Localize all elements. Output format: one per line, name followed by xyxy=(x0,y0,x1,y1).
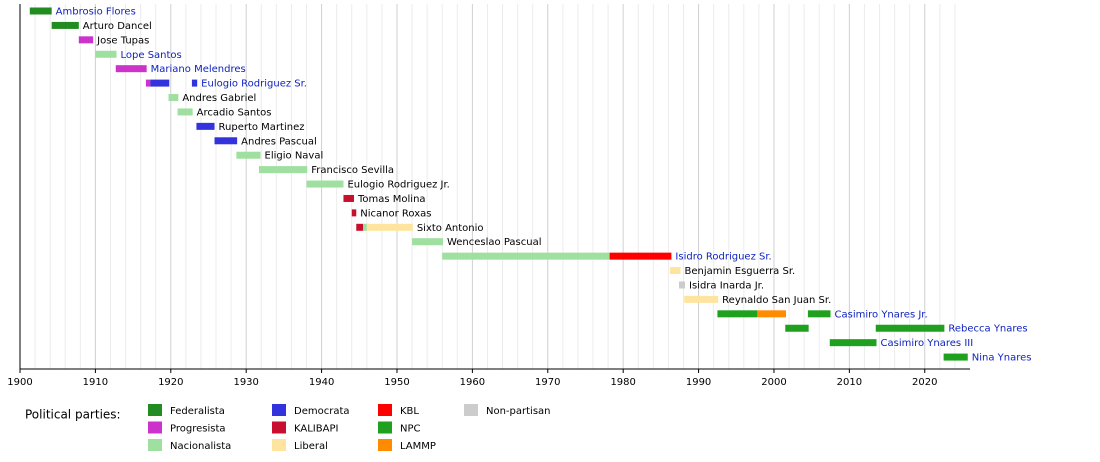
term-bar xyxy=(196,122,215,130)
legend-swatch xyxy=(148,421,162,434)
legend-swatch xyxy=(378,439,392,451)
legend-swatch xyxy=(464,404,478,416)
x-tick-label: 2020 xyxy=(912,377,937,388)
x-tick-label: 1930 xyxy=(233,377,258,388)
legend-swatch xyxy=(272,439,286,451)
legend-label: KALIBAPI xyxy=(294,424,338,435)
x-tick-label: 2000 xyxy=(761,377,786,388)
officeholder-label: Tomas Molina xyxy=(357,194,426,205)
term-bar xyxy=(95,50,117,58)
term-bar xyxy=(145,79,151,87)
term-bar xyxy=(191,79,198,87)
officeholder-label: Wenceslao Pascual xyxy=(447,237,542,248)
term-bar xyxy=(717,310,758,318)
officeholder-label: Lope Santos xyxy=(121,50,182,61)
term-bar xyxy=(356,223,364,231)
term-bar xyxy=(78,36,94,44)
x-tick-label: 1920 xyxy=(158,377,183,388)
term-bar xyxy=(177,108,193,116)
x-tick-label: 1980 xyxy=(610,377,635,388)
x-tick-label: 1910 xyxy=(83,377,108,388)
x-tick-label: 1970 xyxy=(535,377,560,388)
officeholder-label: Nina Ynares xyxy=(972,353,1032,364)
legend-label: Federalista xyxy=(170,406,225,417)
legend-swatch xyxy=(378,421,392,434)
term-bar xyxy=(829,339,877,347)
term-bar xyxy=(236,151,261,159)
term-bar xyxy=(29,7,52,15)
officeholder-label: Eulogio Rodriguez Jr. xyxy=(347,180,449,191)
officeholder-label: Casimiro Ynares III xyxy=(881,338,974,349)
term-bar xyxy=(366,223,413,231)
term-bar xyxy=(757,310,787,318)
officeholder-label: Isidro Rodriguez Sr. xyxy=(675,252,771,263)
x-tick-label: 1900 xyxy=(7,377,32,388)
term-bar xyxy=(115,65,147,73)
legend-label: KBL xyxy=(400,406,419,417)
officeholder-label: Francisco Sevilla xyxy=(311,165,394,176)
legend-title: Political parties: xyxy=(25,408,121,422)
term-bar xyxy=(669,267,681,275)
officeholder-label: Ruperto Martinez xyxy=(219,122,305,133)
legend-swatch xyxy=(272,404,286,416)
officeholder-label: Sixto Antonio xyxy=(417,223,484,234)
term-bar xyxy=(51,21,79,29)
legend-label: NPC xyxy=(400,424,421,435)
term-bar xyxy=(609,252,672,260)
officeholder-label: Eulogio Rodriguez Sr. xyxy=(201,79,307,90)
officeholder-label: Benjamin Esguerra Sr. xyxy=(684,266,795,277)
officeholder-label: Casimiro Ynares Jr. xyxy=(835,309,928,320)
officeholder-label: Arturo Dancel xyxy=(83,21,152,32)
legend-label: Non-partisan xyxy=(486,406,551,417)
legend-label: Nacionalista xyxy=(170,441,231,452)
term-bar xyxy=(442,252,610,260)
term-bar xyxy=(306,180,344,188)
x-tick-label: 1990 xyxy=(686,377,711,388)
term-bar xyxy=(875,324,945,332)
x-tick-label: 1940 xyxy=(309,377,334,388)
legend-label: Liberal xyxy=(294,441,328,452)
officeholder-label: Andres Gabriel xyxy=(182,93,256,104)
officeholder-label: Arcadio Santos xyxy=(197,107,272,118)
term-bar xyxy=(678,281,685,289)
officeholder-label: Eligio Naval xyxy=(265,151,324,162)
officeholder-label: Rebecca Ynares xyxy=(948,324,1027,335)
term-bar xyxy=(214,137,238,145)
officeholder-label: Ambrosio Flores xyxy=(56,7,136,18)
officeholder-label: Jose Tupas xyxy=(96,35,149,46)
legend-label: Democrata xyxy=(294,406,350,417)
officeholder-label: Andres Pascual xyxy=(241,136,317,147)
term-bar xyxy=(943,353,968,361)
officeholder-label: Mariano Melendres xyxy=(151,64,246,75)
legend-swatch xyxy=(272,421,286,434)
term-bar xyxy=(785,324,809,332)
term-bar xyxy=(343,194,355,202)
term-bar xyxy=(363,223,367,231)
officeholder-label: Isidra Inarda Jr. xyxy=(689,280,764,291)
legend-swatch xyxy=(148,404,162,416)
term-bar xyxy=(807,310,831,318)
term-bar xyxy=(684,295,719,303)
legend-label: LAMMP xyxy=(400,441,436,452)
x-tick-label: 2010 xyxy=(837,377,862,388)
term-bar xyxy=(168,94,179,102)
legend-label: Progresista xyxy=(170,424,226,435)
term-bar xyxy=(259,166,308,174)
term-bar xyxy=(150,79,170,87)
officeholder-label: Nicanor Roxas xyxy=(360,208,431,219)
term-bar xyxy=(412,238,443,246)
x-tick-label: 1960 xyxy=(460,377,485,388)
x-tick-label: 1950 xyxy=(384,377,409,388)
legend-swatch xyxy=(148,439,162,451)
legend-swatch xyxy=(378,404,392,416)
officeholder-label: Reynaldo San Juan Sr. xyxy=(722,295,831,306)
term-bar xyxy=(351,209,357,217)
